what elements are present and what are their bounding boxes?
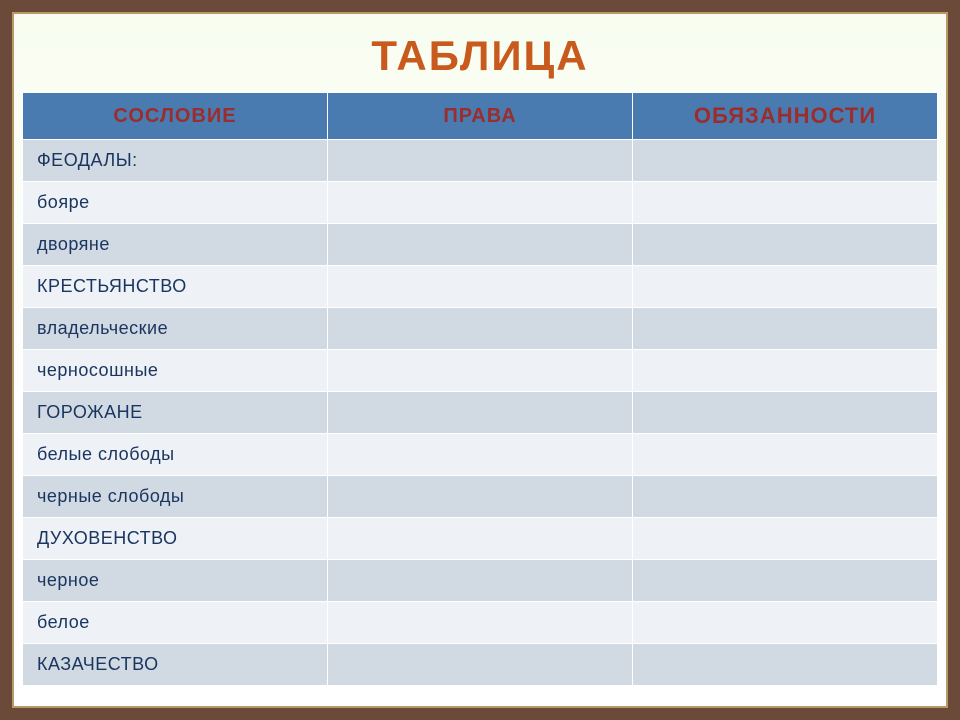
table-cell [328, 224, 633, 266]
estate-name-cell: черные слободы [23, 476, 328, 518]
table-cell [633, 182, 938, 224]
table-cell [633, 644, 938, 686]
table-row: ГОРОЖАНЕ [23, 392, 938, 434]
estate-name-cell: белые слободы [23, 434, 328, 476]
table-cell [328, 518, 633, 560]
estate-name-cell: ГОРОЖАНЕ [23, 392, 328, 434]
table-cell [328, 140, 633, 182]
table-row: ДУХОВЕНСТВО [23, 518, 938, 560]
table-header: СОСЛОВИЕПРАВАОБЯЗАННОСТИ [23, 93, 938, 140]
estate-name-cell: владельческие [23, 308, 328, 350]
table-row: белое [23, 602, 938, 644]
table-row: КАЗАЧЕСТВО [23, 644, 938, 686]
table-cell [328, 182, 633, 224]
table-row: КРЕСТЬЯНСТВО [23, 266, 938, 308]
estate-name-cell: КАЗАЧЕСТВО [23, 644, 328, 686]
table-cell [633, 392, 938, 434]
table-row: дворяне [23, 224, 938, 266]
estates-table: СОСЛОВИЕПРАВАОБЯЗАННОСТИ ФЕОДАЛЫ:бояредв… [22, 92, 938, 686]
table-cell [633, 518, 938, 560]
estate-name-cell: бояре [23, 182, 328, 224]
table-cell [633, 350, 938, 392]
table-cell [328, 560, 633, 602]
table-cell [633, 434, 938, 476]
table-cell [328, 644, 633, 686]
inner-frame: ТАБЛИЦА СОСЛОВИЕПРАВАОБЯЗАННОСТИ ФЕОДАЛЫ… [12, 12, 948, 708]
slide-title: ТАБЛИЦА [14, 14, 946, 92]
column-header-1: ПРАВА [328, 93, 633, 140]
estate-name-cell: КРЕСТЬЯНСТВО [23, 266, 328, 308]
table-cell [328, 392, 633, 434]
table-cell [633, 308, 938, 350]
table-cell [328, 308, 633, 350]
estate-name-cell: черносошные [23, 350, 328, 392]
column-header-0: СОСЛОВИЕ [23, 93, 328, 140]
table-cell [328, 266, 633, 308]
table-row: владельческие [23, 308, 938, 350]
table-cell [328, 434, 633, 476]
table-cell [633, 560, 938, 602]
table-row: белые слободы [23, 434, 938, 476]
table-container: СОСЛОВИЕПРАВАОБЯЗАННОСТИ ФЕОДАЛЫ:бояредв… [14, 92, 946, 686]
table-cell [328, 476, 633, 518]
table-cell [633, 266, 938, 308]
table-cell [633, 140, 938, 182]
outer-frame: ТАБЛИЦА СОСЛОВИЕПРАВАОБЯЗАННОСТИ ФЕОДАЛЫ… [0, 0, 960, 720]
table-row: ФЕОДАЛЫ: [23, 140, 938, 182]
estate-name-cell: ДУХОВЕНСТВО [23, 518, 328, 560]
table-cell [633, 602, 938, 644]
estate-name-cell: дворяне [23, 224, 328, 266]
table-row: черное [23, 560, 938, 602]
table-row: черные слободы [23, 476, 938, 518]
table-body: ФЕОДАЛЫ:бояредворянеКРЕСТЬЯНСТВОвладельч… [23, 140, 938, 686]
table-cell [328, 350, 633, 392]
table-cell [633, 476, 938, 518]
table-cell [633, 224, 938, 266]
table-cell [328, 602, 633, 644]
column-header-2: ОБЯЗАННОСТИ [633, 93, 938, 140]
estate-name-cell: черное [23, 560, 328, 602]
estate-name-cell: белое [23, 602, 328, 644]
table-row: черносошные [23, 350, 938, 392]
estate-name-cell: ФЕОДАЛЫ: [23, 140, 328, 182]
table-row: бояре [23, 182, 938, 224]
